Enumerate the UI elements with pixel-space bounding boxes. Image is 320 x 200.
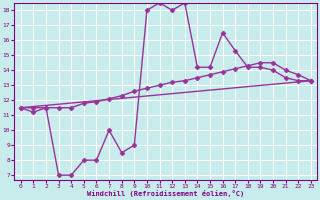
X-axis label: Windchill (Refroidissement éolien,°C): Windchill (Refroidissement éolien,°C) <box>87 190 244 197</box>
